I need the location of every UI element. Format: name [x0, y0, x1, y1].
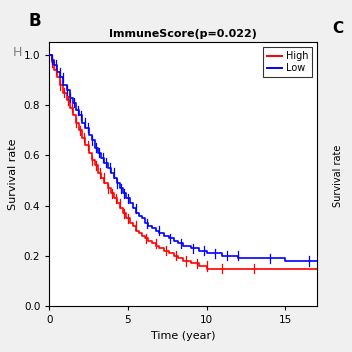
Text: H: H — [13, 46, 22, 59]
Legend: High, Low: High, Low — [263, 47, 312, 77]
Title: ImmuneScore(p=0.022): ImmuneScore(p=0.022) — [109, 29, 257, 39]
Text: B: B — [29, 12, 42, 30]
Text: Survival rate: Survival rate — [333, 145, 343, 207]
Y-axis label: Survival rate: Survival rate — [8, 138, 18, 210]
Text: C: C — [332, 21, 344, 36]
X-axis label: Time (year): Time (year) — [151, 331, 215, 341]
